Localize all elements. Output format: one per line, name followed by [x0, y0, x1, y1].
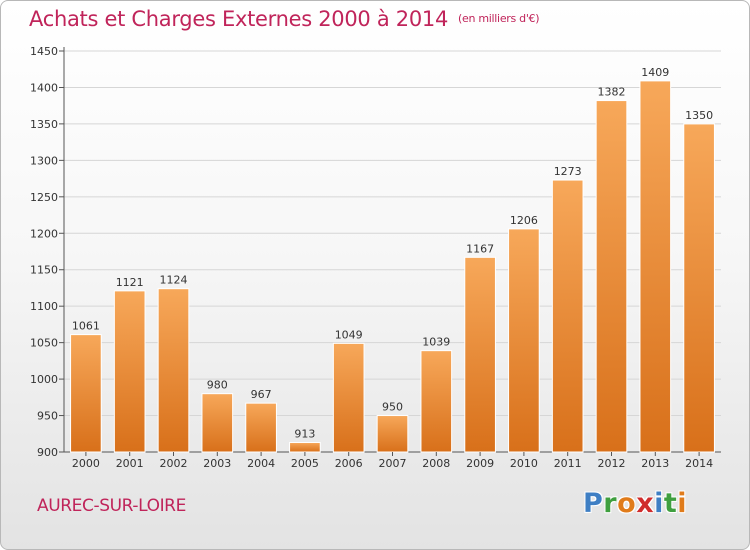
data-label: 1124 [160, 274, 188, 287]
x-tick-label: 2003 [203, 457, 231, 470]
data-label: 1061 [72, 320, 100, 333]
x-tick-label: 2012 [598, 457, 626, 470]
data-label: 1409 [641, 66, 669, 79]
y-tick-label: 1400 [30, 81, 58, 94]
x-tick-labels: 2000 2001 2002 2003 2004 2005 2006 2007 2008 2009… [72, 452, 713, 470]
data-label: 1206 [510, 214, 538, 227]
bar [508, 228, 540, 453]
x-tick-label: 2006 [335, 457, 363, 470]
x-tick-label: 2001 [116, 457, 144, 470]
data-label: 1039 [422, 336, 450, 349]
y-tick-label: 1100 [30, 300, 58, 313]
y-tick-label: 1250 [30, 191, 58, 204]
bar [595, 100, 628, 453]
data-label: 1273 [554, 165, 582, 178]
x-tick-label: 2013 [641, 457, 669, 470]
data-label: 1167 [466, 242, 494, 255]
bar [289, 442, 321, 453]
bar [683, 123, 715, 453]
logo-letter: t [663, 488, 678, 519]
x-tick-label: 2004 [247, 457, 275, 470]
x-tick-label: 2011 [554, 457, 582, 470]
x-tick-label: 2008 [422, 457, 450, 470]
logo-letter: i [677, 488, 688, 519]
y-tick-label: 1350 [30, 118, 58, 131]
y-tick-label: 1150 [30, 264, 58, 277]
x-tick-label: 2009 [466, 457, 494, 470]
bar [420, 350, 453, 453]
logo-letter: o [617, 488, 637, 519]
bar [201, 393, 234, 453]
bar [113, 290, 146, 453]
y-tick-label: 1300 [30, 154, 58, 167]
bar [376, 415, 409, 453]
logo-letter: r [603, 488, 618, 519]
title-text: Achats et Charges Externes 2000 à 2014 [29, 7, 449, 31]
y-tick-label: 1000 [30, 373, 58, 386]
bar [464, 256, 496, 453]
bar [551, 179, 584, 453]
x-tick-label: 2005 [291, 457, 319, 470]
proxiti-logo: Proxiti [583, 488, 687, 519]
x-tick-label: 2010 [510, 457, 538, 470]
commune-name: AUREC-SUR-LOIRE [37, 496, 186, 516]
data-label: 1350 [685, 109, 713, 122]
y-tick-labels: 900 950 1000 1050 1100 1150 1200 1250 1300 1350 14… [30, 45, 58, 459]
y-tick-label: 1050 [30, 337, 58, 350]
x-tick-label: 2014 [685, 457, 713, 470]
bars [70, 80, 715, 453]
x-tick-label: 2002 [160, 457, 188, 470]
bar [157, 288, 190, 453]
logo-letter: P [583, 488, 604, 519]
data-label: 950 [382, 401, 403, 414]
logo-letter: i [654, 488, 664, 519]
data-label: 1121 [116, 276, 144, 289]
data-label: 913 [294, 428, 315, 441]
bar [639, 80, 672, 453]
data-label: 967 [251, 388, 272, 401]
y-tick-label: 1200 [30, 227, 58, 240]
data-label: 1382 [598, 86, 626, 99]
data-labels: 1061 1121 1124 980 967 913 1049 950 1039 1167 1206… [72, 66, 713, 441]
y-tick-label: 900 [37, 446, 58, 459]
x-tick-label: 2007 [379, 457, 407, 470]
bar [332, 342, 365, 453]
bar [70, 334, 102, 453]
logo-letter: x [636, 488, 655, 519]
data-label: 1049 [335, 328, 363, 341]
y-tick-label: 1450 [30, 45, 58, 58]
bar [245, 402, 277, 453]
y-tick-label: 950 [37, 410, 58, 423]
chart-subtitle: (en milliers d'€) [458, 12, 540, 25]
x-tick-label: 2000 [72, 457, 100, 470]
chart-title: Achats et Charges Externes 2000 à 2014 (e… [29, 7, 540, 31]
data-label: 980 [207, 379, 228, 392]
